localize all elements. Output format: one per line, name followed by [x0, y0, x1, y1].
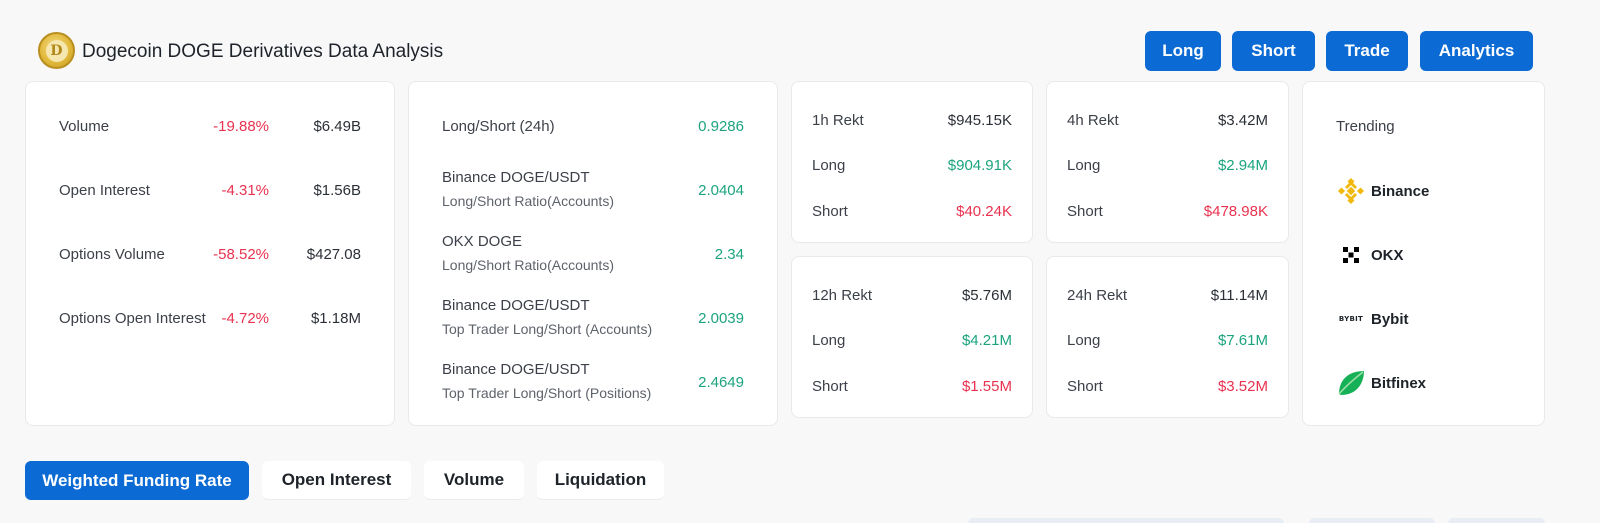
trending-item-bitfinex[interactable]: Bitfinex — [1336, 368, 1426, 398]
overview-label: Options Volume — [59, 246, 165, 263]
trending-item-label: Bybit — [1371, 310, 1409, 328]
ratio-label: Binance DOGE/USDT — [442, 169, 590, 186]
rekt-total: $3.42M — [1217, 112, 1268, 129]
ratio-label: Binance DOGE/USDT — [442, 297, 590, 314]
ratio-value: 2.34 — [714, 246, 744, 263]
ratio-label: OKX DOGE — [442, 233, 523, 250]
overview-value: $1.18M — [310, 310, 361, 327]
rekt-period: 1h Rekt — [812, 112, 864, 129]
ratio-sublabel: Long/Short Ratio(Accounts) — [442, 193, 614, 209]
rekt-total: $5.76M — [961, 287, 1012, 304]
rekt-short-label: Short — [1067, 203, 1103, 220]
rekt-long-value: $4.21M — [961, 332, 1012, 349]
bybit-icon-text: BYBIT — [1338, 315, 1364, 323]
ratio-sublabel: Top Trader Long/Short (Accounts) — [442, 321, 653, 337]
trending-item-label: Bitfinex — [1371, 374, 1427, 392]
ratio-value: 2.4649 — [698, 374, 744, 391]
rekt-short-label: Short — [812, 378, 848, 395]
overview-value: $6.49B — [313, 118, 361, 135]
trending-card: Trending Binance — [1302, 81, 1545, 426]
logo-letter: D — [45, 39, 68, 62]
overview-label: Open Interest — [59, 182, 150, 199]
binance-icon — [1336, 176, 1366, 206]
overview-change: -4.31% — [221, 182, 269, 199]
bitfinex-icon — [1336, 368, 1366, 398]
rekt-long-value: $904.91K — [947, 157, 1012, 174]
ratio-sublabel: Top Trader Long/Short (Positions) — [442, 385, 652, 401]
page-header: D Dogecoin DOGE Derivatives Data Analysi… — [38, 32, 1570, 72]
rekt-long-label: Long — [1067, 332, 1101, 349]
partial-control[interactable] — [1448, 518, 1545, 523]
bybit-icon: BYBIT — [1336, 304, 1366, 334]
rekt-short-value: $3.52M — [1217, 378, 1268, 395]
trending-item-label: Binance — [1371, 182, 1430, 200]
rekt-long-label: Long — [812, 332, 846, 349]
overview-value: $1.56B — [313, 182, 361, 199]
ratio-value: 2.0039 — [698, 310, 744, 327]
tab-open-interest[interactable]: Open Interest — [262, 461, 411, 500]
rekt-card-4h: 4h Rekt $3.42M Long $2.94M Short $478.98… — [1046, 81, 1289, 243]
tab-weighted-funding-rate[interactable]: Weighted Funding Rate — [25, 461, 249, 500]
rekt-long-label: Long — [1067, 157, 1101, 174]
trending-item-okx[interactable]: OKX — [1336, 240, 1404, 270]
tab-liquidation[interactable]: Liquidation — [537, 461, 664, 500]
ratio-value: 0.9286 — [698, 118, 744, 135]
overview-label: Volume — [59, 118, 110, 135]
rekt-long-value: $2.94M — [1217, 157, 1268, 174]
overview-change: -58.52% — [213, 246, 269, 263]
rekt-long-value: $7.61M — [1217, 332, 1268, 349]
trending-item-bybit[interactable]: BYBIT Bybit — [1336, 304, 1409, 334]
ratios-card: Long/Short (24h) 0.9286 Binance DOGE/USD… — [408, 81, 778, 426]
tab-volume[interactable]: Volume — [424, 461, 524, 500]
rekt-card-24h: 24h Rekt $11.14M Long $7.61M Short $3.52… — [1046, 256, 1289, 418]
partial-control[interactable] — [1309, 518, 1435, 523]
overview-label: Options Open Interest — [59, 310, 206, 327]
rekt-period: 24h Rekt — [1067, 287, 1128, 304]
rekt-period: 4h Rekt — [1067, 112, 1119, 129]
partial-control[interactable] — [968, 518, 1284, 523]
page-title: Dogecoin DOGE Derivatives Data Analysis — [82, 41, 444, 62]
ratio-label: Long/Short (24h) — [442, 118, 555, 135]
rekt-long-label: Long — [812, 157, 846, 174]
trending-item-binance[interactable]: Binance — [1336, 176, 1429, 206]
rekt-card-12h: 12h Rekt $5.76M Long $4.21M Short $1.55M — [791, 256, 1033, 418]
rekt-card-1h: 1h Rekt $945.15K Long $904.91K Short $40… — [791, 81, 1033, 243]
short-button[interactable]: Short — [1232, 31, 1315, 71]
rekt-short-value: $40.24K — [956, 203, 1012, 220]
overview-card: Volume -19.88% $6.49B Open Interest -4.3… — [25, 81, 395, 426]
trade-button[interactable]: Trade — [1326, 31, 1408, 71]
long-button[interactable]: Long — [1145, 31, 1221, 71]
ratio-sublabel: Long/Short Ratio(Accounts) — [442, 257, 614, 273]
trending-title: Trending — [1336, 118, 1395, 135]
overview-change: -4.72% — [221, 310, 269, 327]
rekt-period: 12h Rekt — [812, 287, 873, 304]
analytics-button[interactable]: Analytics — [1420, 31, 1533, 71]
rekt-short-label: Short — [812, 203, 848, 220]
rekt-short-value: $1.55M — [961, 378, 1012, 395]
rekt-total: $945.15K — [947, 112, 1012, 129]
ratio-label: Binance DOGE/USDT — [442, 361, 590, 378]
ratio-value: 2.0404 — [698, 182, 744, 199]
overview-change: -19.88% — [213, 118, 269, 135]
rekt-short-label: Short — [1067, 378, 1103, 395]
rekt-short-value: $478.98K — [1203, 203, 1268, 220]
dogecoin-logo-icon: D — [38, 32, 75, 69]
overview-value: $427.08 — [306, 246, 361, 263]
trending-item-label: OKX — [1371, 246, 1404, 264]
okx-icon — [1336, 240, 1366, 270]
rekt-total: $11.14M — [1210, 287, 1268, 304]
